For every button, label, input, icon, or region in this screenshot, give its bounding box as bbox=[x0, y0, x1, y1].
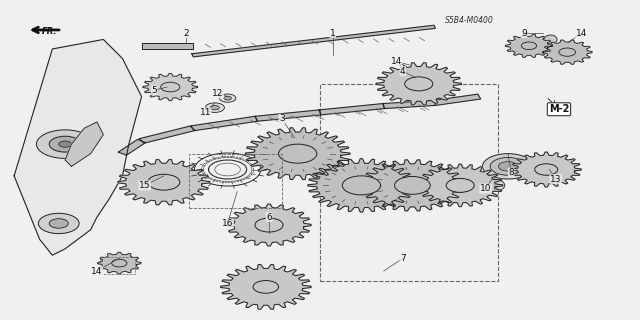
Circle shape bbox=[394, 177, 430, 194]
Text: 6: 6 bbox=[266, 212, 272, 222]
Circle shape bbox=[255, 218, 283, 232]
Circle shape bbox=[490, 157, 526, 175]
Polygon shape bbox=[433, 94, 481, 105]
Circle shape bbox=[59, 141, 72, 147]
Text: 14: 14 bbox=[391, 57, 402, 66]
Polygon shape bbox=[118, 159, 210, 205]
Polygon shape bbox=[14, 39, 141, 255]
Circle shape bbox=[161, 82, 180, 92]
Text: 10: 10 bbox=[480, 184, 492, 193]
Circle shape bbox=[404, 77, 433, 91]
Text: 14: 14 bbox=[92, 267, 102, 276]
Polygon shape bbox=[140, 126, 195, 143]
Circle shape bbox=[342, 176, 381, 195]
Text: 13: 13 bbox=[550, 174, 561, 184]
Polygon shape bbox=[319, 104, 385, 115]
Circle shape bbox=[522, 42, 537, 50]
Polygon shape bbox=[192, 25, 435, 57]
Polygon shape bbox=[543, 40, 592, 64]
Text: 7: 7 bbox=[400, 254, 406, 263]
Circle shape bbox=[220, 94, 236, 102]
Circle shape bbox=[486, 182, 499, 188]
Text: 3: 3 bbox=[279, 114, 285, 123]
Text: 12: 12 bbox=[212, 89, 224, 98]
Circle shape bbox=[483, 154, 534, 179]
Polygon shape bbox=[191, 116, 258, 131]
Circle shape bbox=[535, 164, 557, 175]
Polygon shape bbox=[65, 122, 103, 166]
Circle shape bbox=[49, 219, 68, 228]
Polygon shape bbox=[376, 63, 461, 105]
Circle shape bbox=[38, 213, 79, 234]
Circle shape bbox=[278, 144, 317, 163]
Polygon shape bbox=[118, 140, 146, 155]
Text: 15: 15 bbox=[139, 181, 150, 190]
Circle shape bbox=[224, 96, 232, 100]
Bar bbox=[141, 43, 193, 49]
Polygon shape bbox=[98, 252, 141, 274]
Polygon shape bbox=[383, 100, 435, 108]
Text: S5B4-M0400: S5B4-M0400 bbox=[445, 16, 494, 25]
Polygon shape bbox=[246, 128, 350, 180]
Circle shape bbox=[36, 130, 94, 158]
Text: 5: 5 bbox=[152, 86, 157, 95]
Polygon shape bbox=[255, 110, 321, 121]
Circle shape bbox=[49, 136, 81, 152]
Text: 14: 14 bbox=[575, 28, 587, 38]
Circle shape bbox=[148, 174, 180, 190]
Circle shape bbox=[499, 162, 518, 171]
Polygon shape bbox=[417, 164, 503, 207]
Polygon shape bbox=[361, 160, 464, 211]
Polygon shape bbox=[221, 265, 311, 309]
Text: 11: 11 bbox=[200, 108, 211, 117]
Text: 4: 4 bbox=[400, 67, 406, 76]
Circle shape bbox=[253, 281, 278, 293]
Polygon shape bbox=[308, 159, 415, 212]
Circle shape bbox=[205, 103, 225, 112]
Ellipse shape bbox=[544, 35, 557, 44]
Text: 16: 16 bbox=[222, 219, 234, 228]
Text: 1: 1 bbox=[330, 28, 335, 38]
Polygon shape bbox=[143, 73, 198, 101]
Bar bbox=[141, 43, 193, 49]
Text: 8: 8 bbox=[508, 168, 514, 177]
Circle shape bbox=[479, 179, 505, 192]
Text: 9: 9 bbox=[521, 28, 527, 38]
Circle shape bbox=[111, 259, 127, 267]
Text: M-2: M-2 bbox=[548, 104, 569, 114]
Polygon shape bbox=[511, 152, 581, 187]
Circle shape bbox=[559, 48, 575, 56]
Circle shape bbox=[211, 105, 220, 110]
Polygon shape bbox=[506, 34, 552, 57]
Text: FR.: FR. bbox=[42, 27, 57, 36]
Text: 2: 2 bbox=[184, 28, 189, 38]
Polygon shape bbox=[227, 204, 311, 246]
Circle shape bbox=[446, 178, 474, 192]
